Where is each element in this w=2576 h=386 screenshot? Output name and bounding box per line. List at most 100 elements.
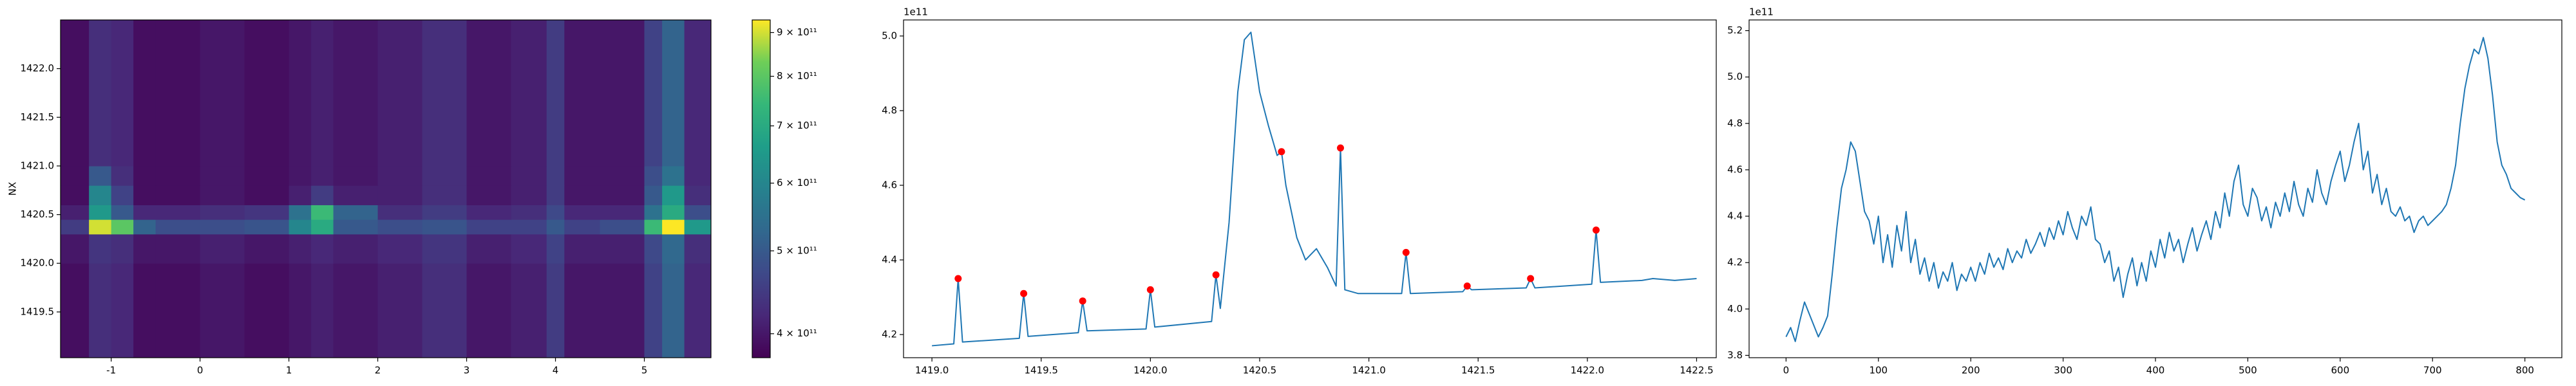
heatmap-cell [644,263,663,358]
heatmap-cell [377,263,423,358]
heatmap-cell [289,165,312,186]
heatmap-cell [564,165,601,186]
heatmap-cell [155,205,201,220]
heatmap-cell [333,165,379,186]
panel: 1e11 1419.0 1419.5 1420.0 1420.5 1421.0 1421.5… [882,6,1717,376]
heatmap-cell [289,234,312,264]
heatmap-cell [511,263,547,358]
heatmap-cell [546,234,565,264]
heatmap-cell [684,185,712,205]
heatmap-cell [644,219,663,235]
heatmap-cell [133,219,156,235]
heatmap-cell [377,219,423,235]
x-tick-label: 3 [464,365,470,376]
heatmap-cell [311,205,334,220]
heatmap-cell [377,234,423,264]
heatmap-cell [111,219,134,235]
heatmap-cell [200,219,245,235]
heatmap-cell [377,185,423,205]
heatmap-cell [333,185,379,205]
heatmap-cell [311,185,334,205]
peak-marker [1463,282,1471,290]
y-tick-label: 1420.5 [21,208,55,220]
heatmap-cell [311,20,334,167]
x-tick-label: 1420.5 [1243,365,1277,376]
heatmap-cell [600,234,645,264]
heatmap-cell [333,219,379,235]
x-tick-label: 0 [1783,365,1790,376]
heatmap-cell [111,165,134,186]
y-tick-label: 4.2 [1727,257,1743,268]
x-tick-label: 1421.5 [1461,365,1495,376]
heatmap-cell [133,234,156,264]
y-tick-label: 1421.5 [21,111,55,123]
colorbar-tick-label: 8 × 10¹¹ [777,70,817,82]
y-tick-label: 1420.0 [21,257,55,269]
peak-marker [1212,271,1220,279]
heatmap-cell [564,20,601,167]
heatmap-cell [662,205,685,220]
heatmap-cell [422,185,468,205]
x-tick-label: 500 [2239,365,2257,376]
y-tick-label: 3.8 [1727,349,1743,361]
heatmap-cell [111,20,134,167]
heatmap-cell [155,234,201,264]
heatmap-cell [111,205,134,220]
heatmap-cell [564,234,601,264]
heatmap-cell [200,234,245,264]
heatmap-cell [600,185,645,205]
peak-marker [1278,148,1285,156]
x-tick-label: 1421.0 [1352,365,1386,376]
heatmap-cell [662,219,685,235]
heatmap-cell [546,219,565,235]
heatmap-cell [333,234,379,264]
data-line [1785,37,2526,342]
y-tick-label: 4.8 [1727,117,1743,129]
heatmap-cell [61,185,90,205]
heatmap-cell [111,185,134,205]
x-tick-label: 700 [2423,365,2442,376]
heatmap-cell [422,219,468,235]
heatmap-cell [564,263,601,358]
heatmap-cell [244,263,290,358]
heatmap-cell [111,234,134,264]
heatmap-cell [422,234,468,264]
heatmap-cell [564,219,601,235]
heatmap-cell [600,219,645,235]
heatmap-cell [111,263,134,358]
heatmap-cell [89,263,112,358]
heatmap-cell [377,20,423,167]
colorbar [752,19,771,358]
heatmap-cell [244,234,290,264]
heatmap-cell [662,234,685,264]
y-tick-label: 4.6 [882,179,897,190]
heatmap-cell [289,205,312,220]
heatmap-cell [289,219,312,235]
x-tick-label: 1422.0 [1571,365,1605,376]
heatmap-cell [155,165,201,186]
heatmap-cell [133,165,156,186]
x-tick-label: 400 [2146,365,2165,376]
heatmap-cell [511,234,547,264]
heatmap-cell [466,263,512,358]
heatmap-cell [311,165,334,186]
heatmap-cell [644,205,663,220]
heatmap-cell [155,20,201,167]
heatmap-cell [466,205,512,220]
heatmap-cell [289,185,312,205]
heatmap-cell [155,219,201,235]
x-tick-label: 800 [2515,365,2534,376]
heatmap-cell [684,263,712,358]
heatmap-cell [662,165,685,186]
heatmap-cell [333,263,379,358]
heatmap-cell [466,185,512,205]
axes-frame [1748,19,2562,358]
colorbar-tick-label: 5 × 10¹¹ [777,244,817,256]
y-tick-label: 4.8 [882,104,897,116]
x-tick-label: 4 [553,365,559,376]
heatmap-cell [564,205,601,220]
peak-marker [954,275,962,282]
colorbar-tick-label: 9 × 10¹¹ [777,26,817,38]
